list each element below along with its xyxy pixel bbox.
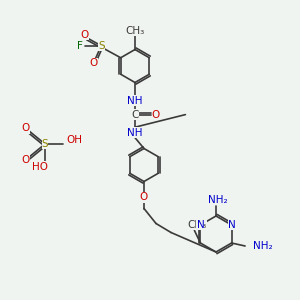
Text: S: S (42, 139, 48, 149)
Text: HO: HO (32, 161, 48, 172)
Text: OH: OH (67, 135, 82, 146)
Text: O: O (21, 123, 30, 134)
Text: N: N (228, 220, 236, 230)
Text: S: S (98, 41, 104, 51)
Text: O: O (21, 154, 30, 165)
Text: C: C (131, 110, 139, 120)
Text: N: N (196, 220, 204, 230)
Text: NH: NH (127, 128, 143, 138)
Text: NH₂: NH₂ (253, 241, 272, 251)
Text: O: O (90, 58, 98, 68)
Text: O: O (81, 30, 89, 40)
Text: NH: NH (127, 95, 143, 106)
Text: O: O (152, 110, 160, 120)
Text: O: O (140, 192, 148, 203)
Text: NH₂: NH₂ (208, 195, 227, 205)
Text: CH₃: CH₃ (188, 220, 207, 230)
Text: CH₃: CH₃ (125, 26, 145, 36)
Text: F: F (77, 41, 83, 51)
